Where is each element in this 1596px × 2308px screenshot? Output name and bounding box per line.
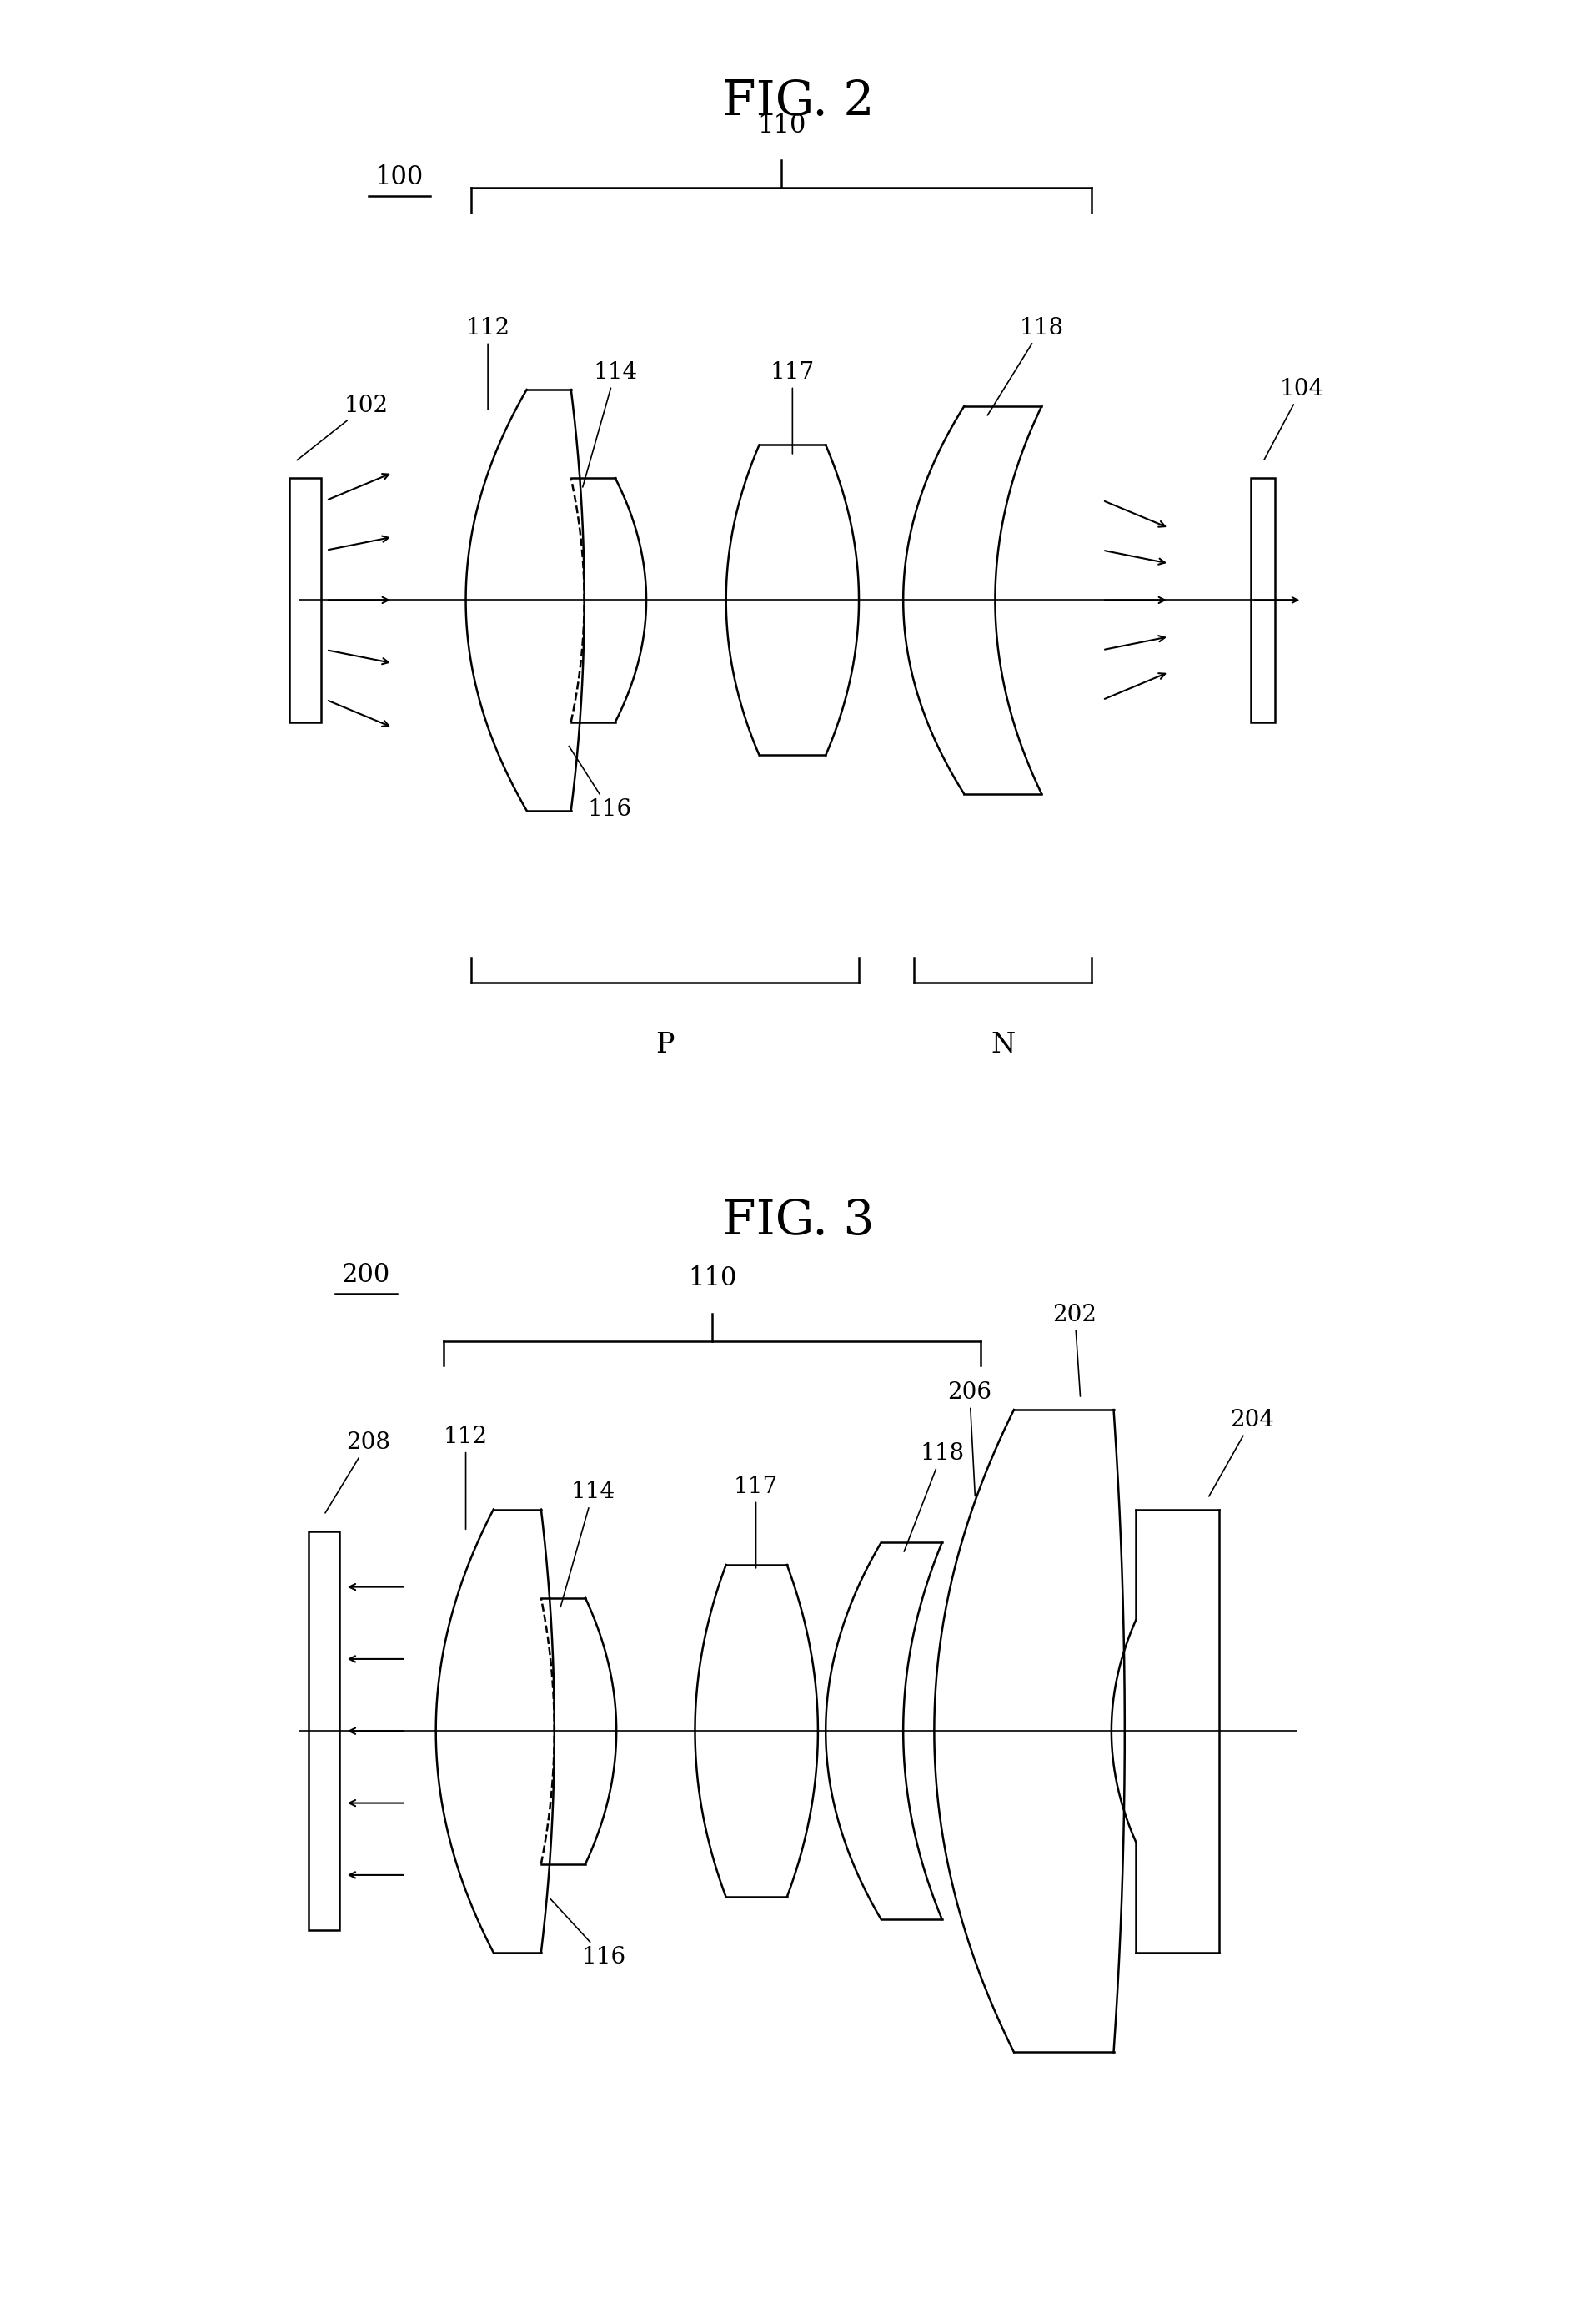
Text: 204: 204 <box>1208 1408 1274 1496</box>
Text: 118: 118 <box>988 316 1065 415</box>
Text: 206: 206 <box>948 1380 991 1496</box>
Text: 102: 102 <box>297 395 388 459</box>
Text: 208: 208 <box>326 1431 391 1514</box>
Text: 112: 112 <box>444 1426 488 1530</box>
Text: FIG. 3: FIG. 3 <box>721 1198 875 1244</box>
Text: 200: 200 <box>342 1262 391 1288</box>
Text: 116: 116 <box>551 1899 626 1969</box>
Text: 104: 104 <box>1264 379 1325 459</box>
Text: P: P <box>656 1032 675 1059</box>
Text: 114: 114 <box>583 360 637 487</box>
Text: 117: 117 <box>734 1475 779 1567</box>
Text: 118: 118 <box>903 1442 964 1551</box>
Text: 110: 110 <box>688 1265 736 1290</box>
Text: 117: 117 <box>771 360 814 455</box>
Text: 116: 116 <box>568 745 632 822</box>
Text: 202: 202 <box>1053 1304 1096 1396</box>
Text: FIG. 2: FIG. 2 <box>721 78 875 125</box>
Bar <box>308 1533 340 1929</box>
Text: 114: 114 <box>560 1482 616 1606</box>
Text: N: N <box>991 1032 1015 1059</box>
Bar <box>289 478 321 722</box>
Text: 112: 112 <box>466 316 511 409</box>
Text: 110: 110 <box>757 113 806 138</box>
Text: 100: 100 <box>375 164 423 189</box>
Bar <box>1251 478 1275 722</box>
